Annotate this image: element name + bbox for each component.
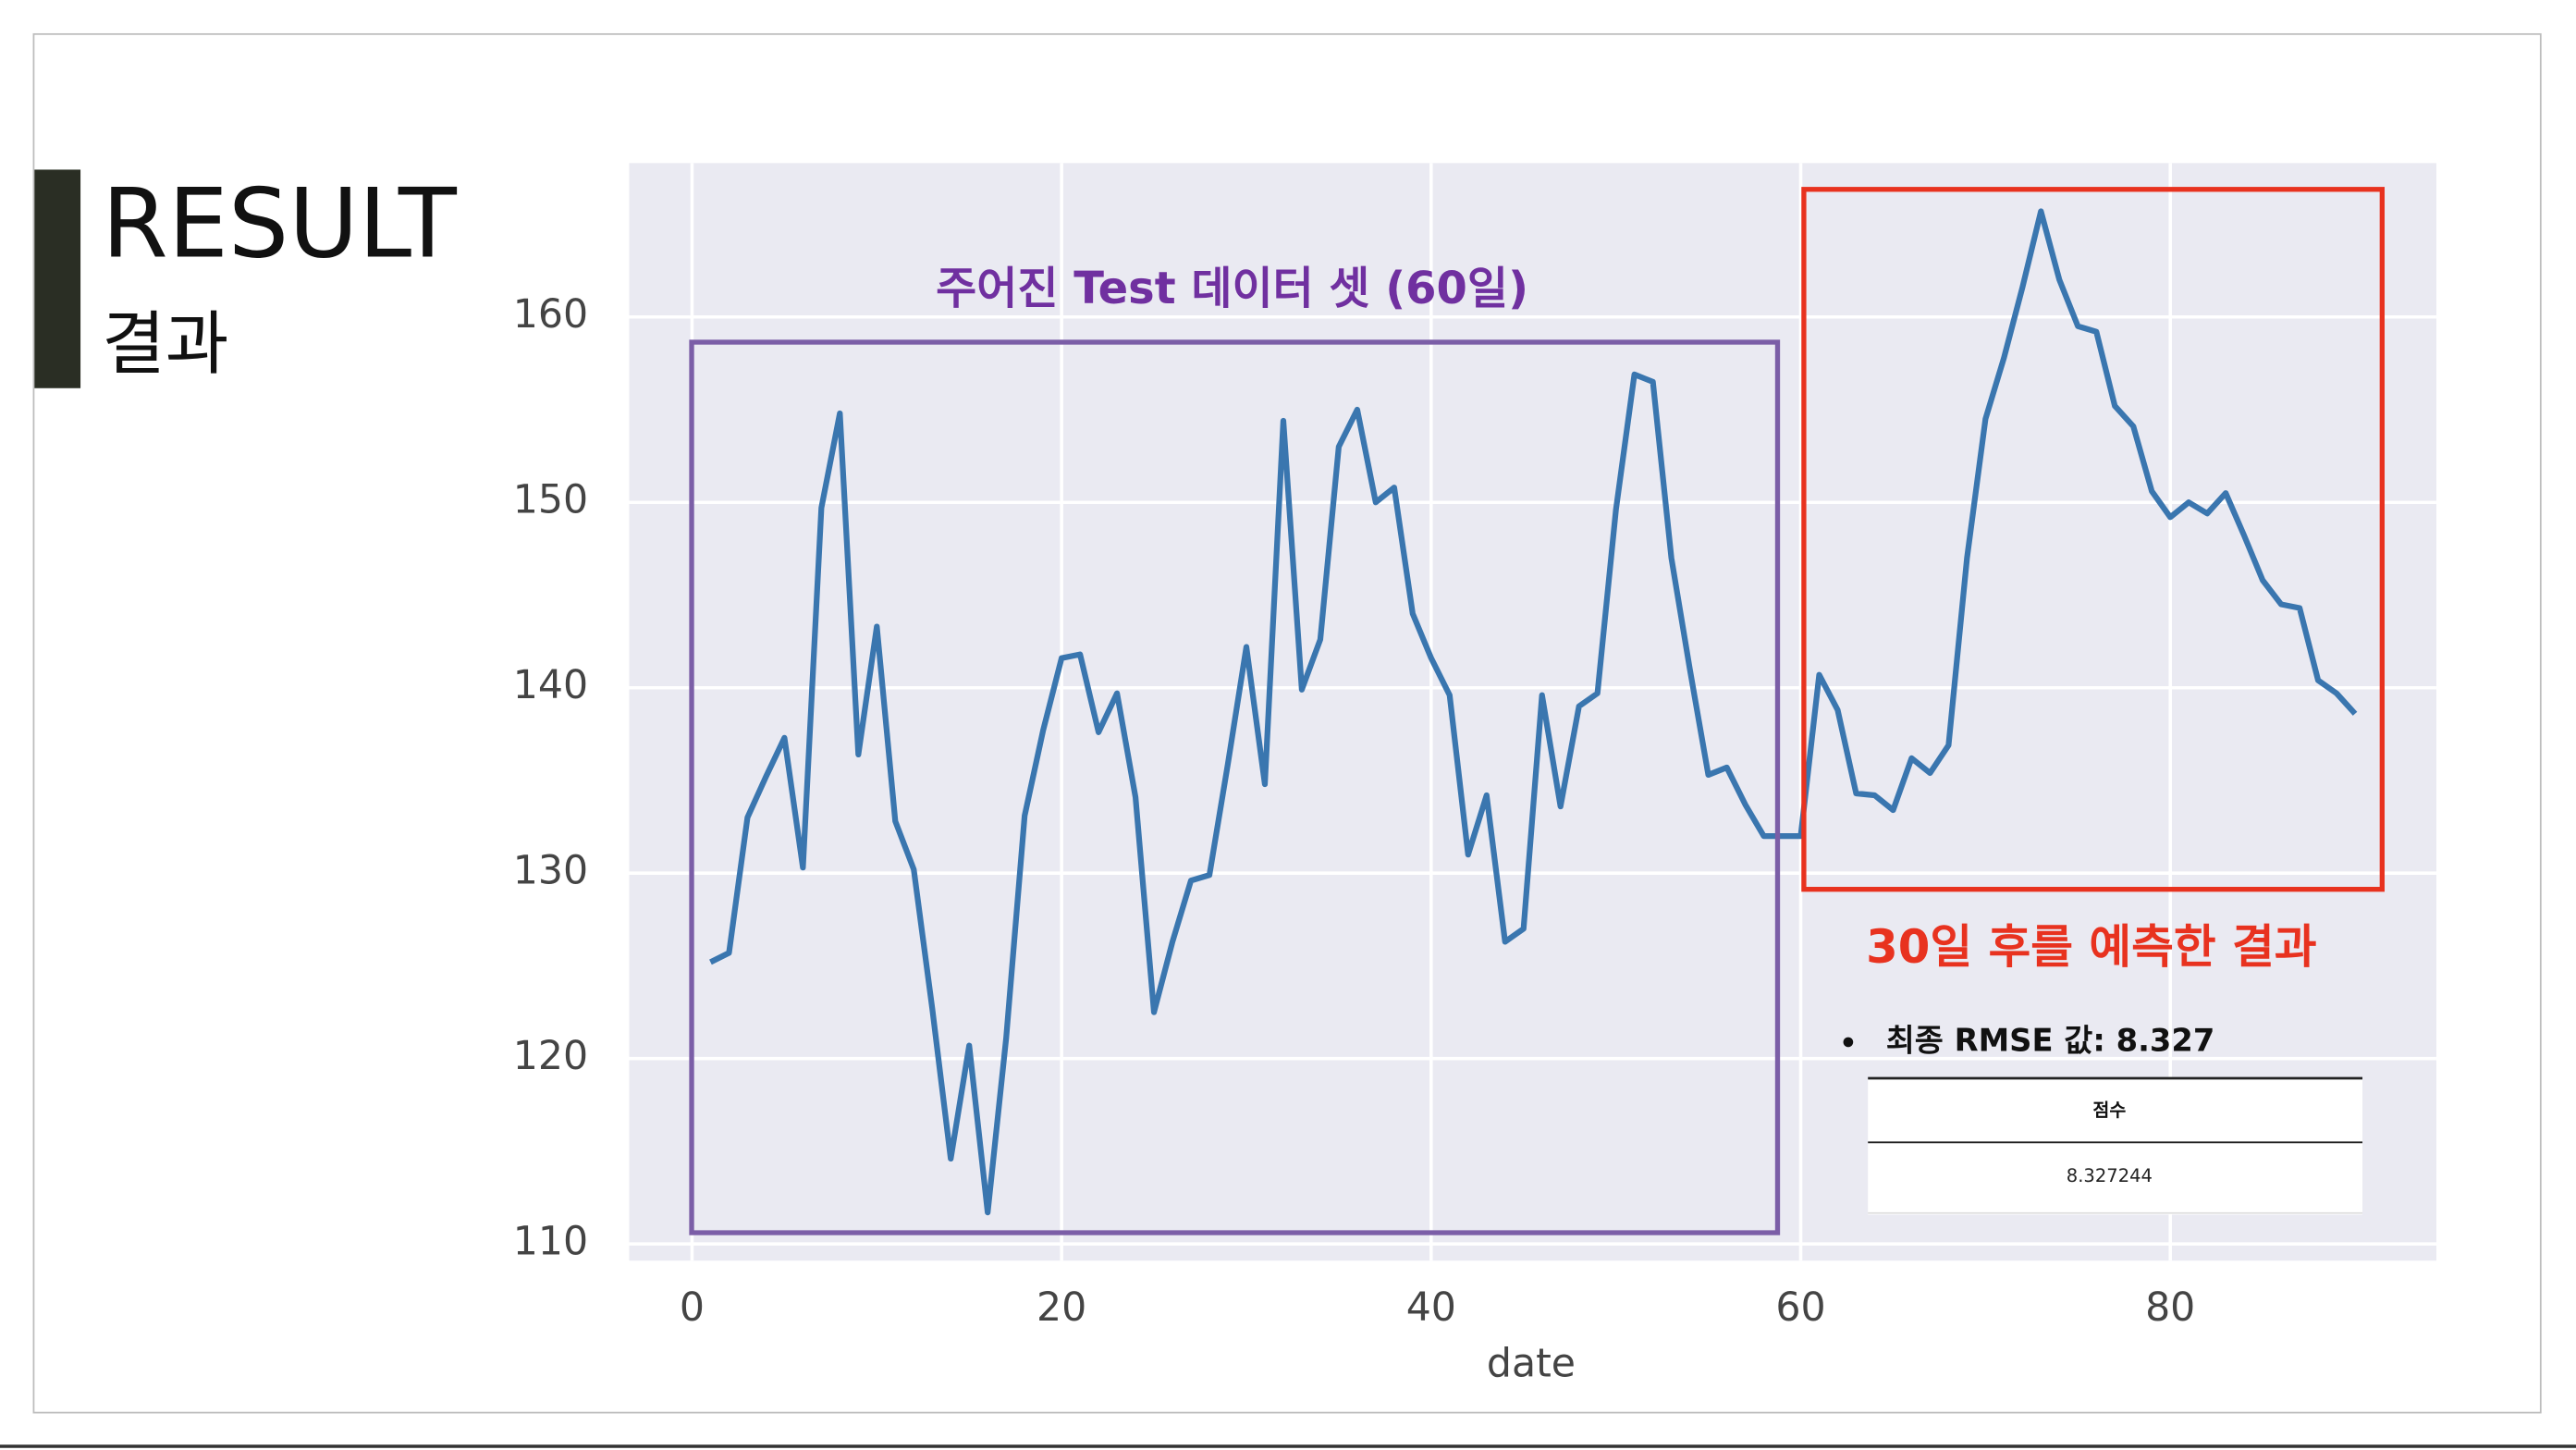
- test-box: [689, 339, 1781, 1235]
- forecast-label: 30일 후를 예측한 결과: [1866, 920, 2316, 974]
- x-tick-label: 40: [1406, 1284, 1456, 1331]
- rmse-note: 최종 RMSE 값: 8.327: [1886, 1022, 2215, 1058]
- y-tick-label: 120: [513, 1033, 588, 1079]
- score-table: [1868, 1078, 2363, 1215]
- x-axis-label: date: [1487, 1340, 1576, 1386]
- x-tick-label: 0: [680, 1284, 705, 1331]
- slide-subtitle: 결과: [102, 304, 228, 385]
- data-line: [709, 208, 2358, 1216]
- y-tick-label: 110: [513, 1219, 588, 1265]
- y-tick-label: 160: [513, 291, 588, 338]
- y-tick-label: 140: [513, 662, 588, 708]
- test-label: 주어진 Test 데이터 셋 (60일): [936, 263, 1528, 314]
- y-tick-label: 130: [513, 848, 588, 894]
- bullet: [1843, 1037, 1854, 1048]
- title-bar: [34, 169, 81, 388]
- x-tick-label: 20: [1037, 1284, 1086, 1331]
- slide-title: RESULT: [102, 168, 458, 279]
- x-tick-label: 60: [1775, 1284, 1825, 1331]
- forecast-box: [1801, 187, 2386, 892]
- table-header: 점수: [2092, 1100, 2126, 1121]
- y-tick-label: 150: [513, 477, 588, 523]
- x-tick-label: 80: [2145, 1284, 2195, 1331]
- slide-border: [32, 32, 2542, 1414]
- table-cell: 8.327244: [2067, 1165, 2153, 1186]
